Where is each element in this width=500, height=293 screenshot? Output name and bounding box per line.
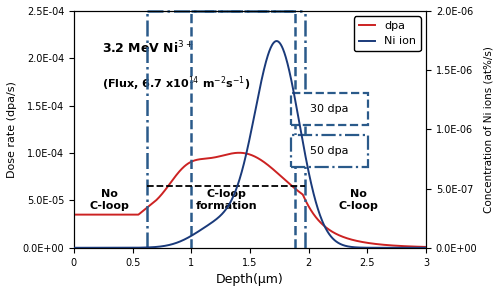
Text: 50 dpa: 50 dpa bbox=[310, 146, 348, 156]
FancyBboxPatch shape bbox=[290, 135, 368, 167]
Text: C-loop
formation: C-loop formation bbox=[196, 189, 258, 211]
Text: 30 dpa: 30 dpa bbox=[310, 104, 348, 114]
Text: (Flux, 6.7 x10$^{14}$ m$^{-2}$s$^{-1}$): (Flux, 6.7 x10$^{14}$ m$^{-2}$s$^{-1}$) bbox=[102, 75, 251, 93]
Text: No
C-loop: No C-loop bbox=[338, 189, 378, 211]
Y-axis label: Dose rate (dpa/s): Dose rate (dpa/s) bbox=[7, 81, 17, 178]
Legend: dpa, Ni ion: dpa, Ni ion bbox=[354, 16, 420, 51]
FancyBboxPatch shape bbox=[290, 93, 368, 125]
Y-axis label: Concentration of Ni ions (at%/s): Concentration of Ni ions (at%/s) bbox=[483, 46, 493, 213]
X-axis label: Depth(μm): Depth(μm) bbox=[216, 273, 284, 286]
Text: No
C-loop: No C-loop bbox=[89, 189, 129, 211]
Text: 3.2 MeV Ni$^{3+}$: 3.2 MeV Ni$^{3+}$ bbox=[102, 39, 194, 56]
